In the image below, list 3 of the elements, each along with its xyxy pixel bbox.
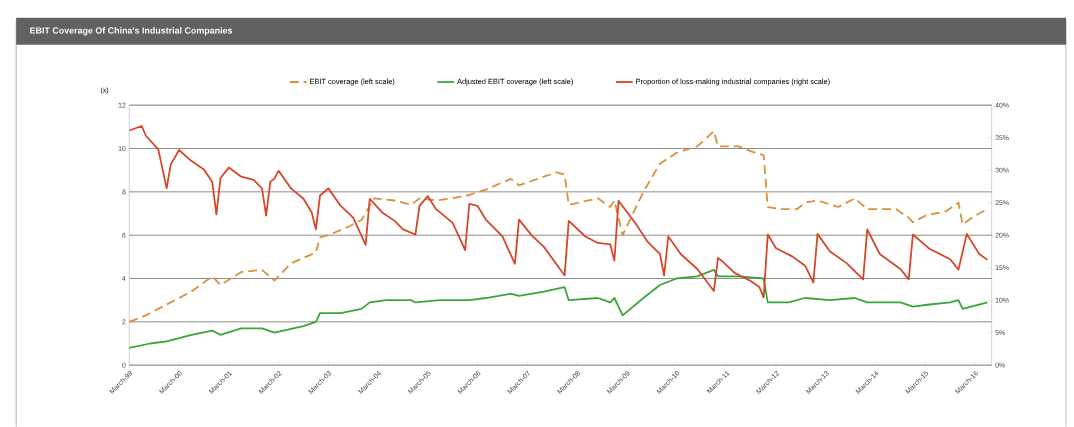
line-series: [129, 124, 989, 299]
chart-title: EBIT Coverage Of China's Industrial Companies: [30, 26, 233, 36]
line-series: [128, 268, 989, 349]
